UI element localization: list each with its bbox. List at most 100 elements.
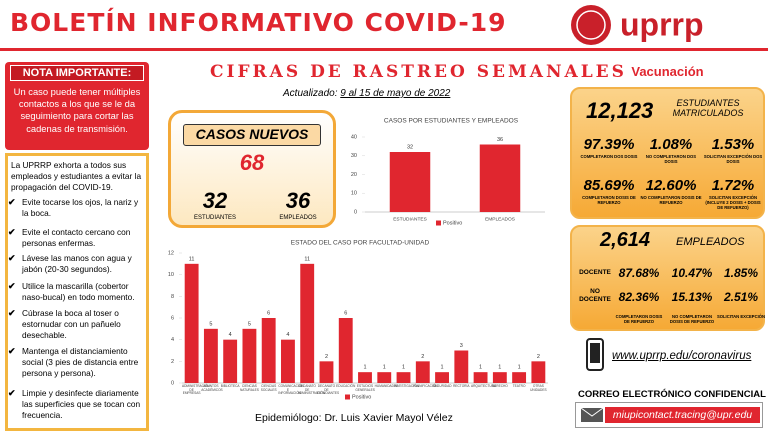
x-tick-label: CIENCIAS SOCIALES bbox=[260, 384, 277, 392]
employees-count: 2,614 bbox=[600, 229, 651, 251]
students-vax-box bbox=[570, 87, 765, 219]
updated-label: Actualizado: bbox=[283, 88, 338, 99]
note-text: Un caso puede tener múltiples contactos … bbox=[13, 86, 141, 134]
bar bbox=[389, 152, 431, 212]
employee-type: DOCENTE bbox=[579, 269, 611, 276]
vax-percent: 85.69% bbox=[583, 177, 635, 194]
data-label: 2 bbox=[421, 354, 424, 360]
bar bbox=[512, 372, 527, 383]
employees-vax-box bbox=[570, 225, 765, 331]
logo-text: uprrp bbox=[620, 6, 704, 42]
bar bbox=[319, 361, 334, 383]
students-count: 12,123 bbox=[586, 98, 654, 123]
data-label: 1 bbox=[518, 365, 521, 371]
tip-check: ✔ bbox=[8, 346, 16, 356]
y-tick-label: 12 bbox=[168, 250, 174, 256]
y-tick-label: 6 bbox=[171, 315, 174, 321]
x-tick-label: ESTUDIOS GENERALES bbox=[355, 384, 375, 392]
vax-percent-label: NO COMPLETARON DOSIS DE REFUERZO bbox=[640, 195, 702, 206]
bar bbox=[435, 372, 449, 383]
vax-percent: 15.13% bbox=[671, 290, 713, 304]
vax-percent: 1.85% bbox=[723, 266, 759, 280]
x-tick-label: RECTORÍA bbox=[453, 384, 470, 388]
vax-percent-label: COMPLETARON DOSIS DE REFUERZO bbox=[582, 195, 636, 206]
header-rule bbox=[0, 48, 768, 51]
bar bbox=[396, 372, 411, 383]
cases-title: CASOS NUEVOS bbox=[183, 124, 321, 146]
vax-column-label: SOLICITAN EXCEPCIÓN bbox=[716, 314, 766, 319]
tip-item: Lávese las manos con agua y jabón (20-30… bbox=[22, 253, 132, 274]
employees-count-label: EMPLEADOS bbox=[676, 236, 745, 248]
employees-label: EMPLEADOS bbox=[279, 215, 317, 221]
vaccination-title: Vacunación bbox=[631, 64, 704, 79]
students-count-label: ESTUDIANTES MATRICULADOS bbox=[672, 98, 744, 118]
data-label: 3 bbox=[460, 343, 463, 349]
email-title: CORREO ELECTRÓNICO CONFIDENCIAL bbox=[578, 389, 766, 400]
data-label: 11 bbox=[189, 256, 195, 262]
note-title: NOTA IMPORTANTE: bbox=[10, 65, 144, 81]
x-tick-label: DECANATO DE ADMINISTRACIÓN bbox=[297, 384, 326, 396]
data-label: 4 bbox=[286, 332, 289, 338]
bar bbox=[473, 372, 488, 383]
email[interactable]: miupicontact.tracing@upr.edu bbox=[605, 407, 760, 423]
vax-column-label: NO COMPLETARON DOSIS DE REFUERZO bbox=[669, 314, 715, 325]
bar bbox=[454, 350, 469, 383]
data-label: 36 bbox=[497, 137, 503, 143]
y-tick-label: 10 bbox=[168, 272, 174, 278]
y-tick-label: 0 bbox=[354, 209, 357, 215]
faculty-chart: ESTADO DEL CASO POR FACULTAD-UNIDAD 0 2 4 6 8… bbox=[168, 240, 548, 400]
x-tick-label: ARQUITECTURA bbox=[470, 384, 497, 388]
tip-item: Evite tocarse los ojos, la nariz y la bo… bbox=[22, 197, 139, 218]
tip-item: Mantenga el distanciamiento social (3 pi… bbox=[22, 346, 139, 378]
y-tick-label: 30 bbox=[351, 153, 357, 159]
data-label: 32 bbox=[407, 144, 413, 150]
x-tick-label: HUMANIDADES bbox=[374, 384, 399, 388]
bar bbox=[184, 263, 199, 383]
x-tick-label: SEGURIDAD bbox=[432, 384, 452, 388]
updated-dates: 9 al 15 de mayo de 2022 bbox=[340, 88, 451, 99]
report-title: CIFRAS DE RASTREO SEMANALES bbox=[210, 62, 627, 82]
bar bbox=[377, 372, 392, 383]
chart-title: ESTADO DEL CASO POR FACULTAD-UNIDAD bbox=[291, 240, 430, 247]
legend-swatch bbox=[436, 220, 441, 226]
logo: uprrp bbox=[571, 5, 704, 45]
x-tick-label: OTRAS UNIDADES bbox=[530, 384, 547, 392]
data-label: 2 bbox=[537, 354, 540, 360]
bar bbox=[338, 318, 353, 383]
vax-column-label: COMPLETARON DOSIS DE REFUERZO bbox=[615, 314, 663, 325]
data-label: 1 bbox=[402, 365, 405, 371]
vax-percent-label: SOLICITAN EXCEPCIÓN (INCLUYE 2 DOSIS + D… bbox=[705, 195, 761, 211]
x-tick-label: CIENCIAS NATURALES bbox=[239, 384, 259, 392]
vax-percent: 2.51% bbox=[723, 290, 759, 304]
data-label: 1 bbox=[441, 365, 444, 371]
employee-type: NO DOCENTE bbox=[579, 288, 611, 304]
bar bbox=[203, 328, 218, 383]
y-tick-label: 10 bbox=[351, 191, 357, 197]
y-tick-label: 0 bbox=[171, 380, 174, 386]
y-tick-label: 4 bbox=[171, 337, 174, 343]
vax-percent: 1.53% bbox=[711, 136, 755, 153]
students-cases: 32 bbox=[202, 188, 228, 213]
vax-percent: 82.36% bbox=[618, 290, 660, 304]
cases-total: 68 bbox=[239, 150, 265, 175]
vax-percent-label: SOLICITAN EXCEPCIÓN DOS DOSIS bbox=[703, 154, 763, 165]
x-tick-label: EMPLEADOS bbox=[485, 216, 515, 222]
vax-percent: 97.39% bbox=[583, 136, 635, 153]
vax-percent: 1.72% bbox=[711, 177, 755, 194]
employees-cases: 36 bbox=[285, 188, 311, 213]
data-label: 5 bbox=[248, 321, 251, 327]
x-tick-label: BIBLIOTECA bbox=[220, 384, 240, 388]
x-tick-label: ASUNTOS ACADÉMICOS bbox=[201, 384, 223, 392]
data-label: 6 bbox=[344, 310, 347, 316]
bar bbox=[415, 361, 430, 383]
chart-title: CASOS POR ESTUDIANTES Y EMPLEADOS bbox=[384, 118, 519, 125]
bar bbox=[281, 339, 295, 383]
website[interactable]: www.uprrp.edu/coronavirus bbox=[612, 350, 752, 362]
vax-percent: 10.47% bbox=[671, 266, 713, 280]
x-tick-label: INVESTIGACIÓN bbox=[393, 384, 419, 388]
tip-item: Evite el contacto cercano con personas e… bbox=[22, 227, 131, 248]
data-label: 1 bbox=[498, 365, 501, 371]
vax-percent: 12.60% bbox=[645, 177, 697, 194]
x-tick-label: DERECHO bbox=[491, 384, 508, 388]
tip-check: ✔ bbox=[8, 197, 16, 207]
